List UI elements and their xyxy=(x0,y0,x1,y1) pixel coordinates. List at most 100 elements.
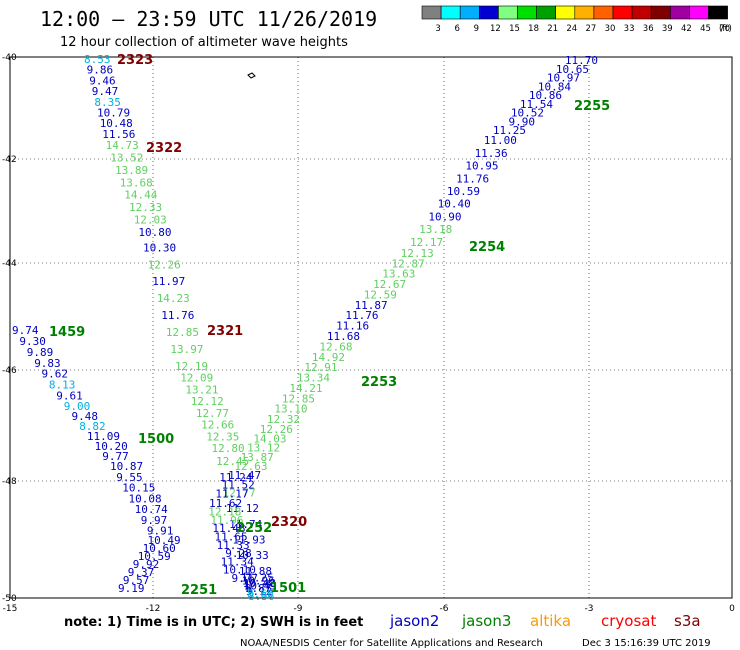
wave-height-value: 12.77 xyxy=(196,407,229,420)
wave-height-value: 9.48 xyxy=(72,410,99,423)
color-scale-legend: 3 6 9 12 15 18 21 24 27 30 33 36 39 42 45 70(ft) xyxy=(421,5,732,34)
x-axis-label: -6 xyxy=(440,604,449,614)
wave-height-value: 12.17 xyxy=(410,236,443,249)
wave-height-value: 10.65 xyxy=(556,63,589,76)
wave-height-value: 12.26 xyxy=(148,258,181,271)
wave-height-value: 9.90 xyxy=(509,115,536,128)
wave-height-value: 13.63 xyxy=(382,268,415,281)
wave-height-value: 10.48 xyxy=(243,577,276,590)
legend-tick: 36 xyxy=(643,24,654,34)
legend-tick: 30 xyxy=(605,24,616,34)
wave-height-value: 11.96 xyxy=(210,514,243,527)
wave-height-value: 11.47 xyxy=(228,469,261,482)
wave-height-value: 13.12 xyxy=(247,442,280,455)
legend-swatch xyxy=(631,5,652,20)
legend-swatch xyxy=(612,5,633,20)
wave-height-value: 9.74 xyxy=(12,324,39,337)
note-text: note: 1) Time is in UTC; 2) SWH is in fe… xyxy=(64,615,363,630)
wave-height-value: 10.86 xyxy=(529,89,562,102)
wave-height-value: 9.92 xyxy=(133,558,160,571)
wave-height-value: 10.20 xyxy=(95,440,128,453)
wave-height-value: 13.18 xyxy=(419,223,452,236)
y-axis-label: -46 xyxy=(2,366,17,376)
legend-tick: 27 xyxy=(585,24,596,34)
wave-height-value: 10.95 xyxy=(465,160,498,173)
wave-height-value: 13.21 xyxy=(185,384,218,397)
wave-height-value: 11.24 xyxy=(219,471,252,484)
wave-height-value: 12.18 xyxy=(208,506,241,519)
wave-height-value: 10.90 xyxy=(428,210,461,223)
legend-tick: 70 xyxy=(719,24,730,34)
wave-height-value: 10.84 xyxy=(538,80,571,93)
wave-height-value: 9.00 xyxy=(64,400,91,413)
wave-height-value: 10.30 xyxy=(143,241,176,254)
pass-label: 2251 xyxy=(181,583,217,598)
wave-height-value: 11.68 xyxy=(327,330,360,343)
wave-height-value: 10.48 xyxy=(100,117,133,130)
wave-height-value: 11.74 xyxy=(229,518,262,531)
legend-tick: 6 xyxy=(454,24,459,34)
wave-height-value: 9.30 xyxy=(19,335,46,348)
wave-height-value: 13.34 xyxy=(297,372,330,385)
wave-height-value: 11.48 xyxy=(212,522,245,535)
wave-height-value: 12.12 xyxy=(191,395,224,408)
x-axis-label: -3 xyxy=(585,604,594,614)
legend-tick: 12 xyxy=(490,24,501,34)
legend-tick: 42 xyxy=(681,24,692,34)
satellite-key: jason2 jason3 altika cryosat s3a xyxy=(389,612,701,630)
wave-height-value: 11.62 xyxy=(209,497,242,510)
wave-height-value: 12.35 xyxy=(206,430,239,443)
wave-height-value: 9.77 xyxy=(232,572,259,585)
wave-height-value: 8.60 xyxy=(247,587,274,600)
legend-tick: 45 xyxy=(700,24,711,34)
wave-height-value: 9.97 xyxy=(141,514,168,527)
pass-label: 2322 xyxy=(146,141,182,156)
wave-height-value: 13.10 xyxy=(274,403,307,416)
wave-height-value: 12.91 xyxy=(304,361,337,374)
legend-tick: 39 xyxy=(662,24,673,34)
satellite-key-cryosat: cryosat xyxy=(601,612,656,630)
wave-height-value: 9.89 xyxy=(27,346,54,359)
wave-height-value: 11.65 xyxy=(214,531,247,544)
wave-height-value: 12.19 xyxy=(175,360,208,373)
wave-height-value: 10.33 xyxy=(236,549,269,562)
wave-height-value: 11.76 xyxy=(345,309,378,322)
wave-height-value: 10.08 xyxy=(129,492,162,505)
wave-height-value: 10.52 xyxy=(511,107,544,120)
legend-swatch xyxy=(669,5,690,20)
wave-height-value: 14.21 xyxy=(289,382,322,395)
legend-tick: 9 xyxy=(474,24,479,34)
legend-swatch xyxy=(574,5,595,20)
wave-height-value: 9.62 xyxy=(42,368,69,381)
satellite-key-s3a: s3a xyxy=(674,612,701,630)
map-title: 12:00 – 23:59 UTC 11/26/2019 xyxy=(40,7,377,31)
wave-height-value: 14.23 xyxy=(157,292,190,305)
wave-height-value: 9.19 xyxy=(118,582,145,595)
wave-height-value: 9.83 xyxy=(34,357,61,370)
wave-height-value: 9.46 xyxy=(89,74,116,87)
legend-tick: 24 xyxy=(566,24,577,34)
wave-height-value: 14.92 xyxy=(312,351,345,364)
x-axis-label: 0 xyxy=(729,604,735,614)
wave-height-value: 12.85 xyxy=(282,392,315,405)
wave-height-value: 8.35 xyxy=(94,96,121,109)
legend-tick: 21 xyxy=(547,24,558,34)
wave-height-value: 10.74 xyxy=(135,503,168,516)
wave-height-value: 11.56 xyxy=(102,128,135,141)
pass-label: 1501 xyxy=(270,581,306,596)
wave-height-value: 10.49 xyxy=(244,580,277,593)
wave-height-value: 14.73 xyxy=(106,139,139,152)
wave-height-value: 10.59 xyxy=(447,185,480,198)
wave-height-value: 9.12 xyxy=(246,585,273,598)
wave-height-value: 12.32 xyxy=(267,413,300,426)
plot-frame xyxy=(9,56,733,599)
wave-height-value: 10.40 xyxy=(438,198,471,211)
legend-tick: 15 xyxy=(509,24,520,34)
pass-label: 2323 xyxy=(117,53,153,68)
wave-height-value: 10.49 xyxy=(148,534,181,547)
wave-height-value: 10.87 xyxy=(110,460,143,473)
wave-height-value: 10.59 xyxy=(138,550,171,563)
wave-height-value: 10.60 xyxy=(143,542,176,555)
wave-height-value: 11.33 xyxy=(217,539,250,552)
